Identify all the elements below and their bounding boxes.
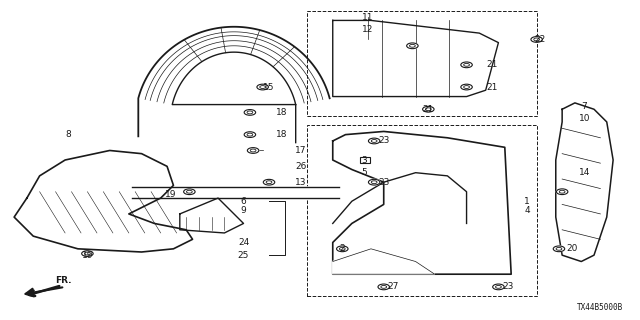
- Text: 10: 10: [579, 114, 590, 123]
- Circle shape: [493, 284, 504, 290]
- Text: 7: 7: [582, 101, 588, 111]
- Circle shape: [422, 106, 434, 112]
- Bar: [360, 157, 370, 163]
- Circle shape: [244, 132, 255, 138]
- Text: 15: 15: [263, 83, 275, 92]
- Text: 1: 1: [524, 197, 530, 206]
- Circle shape: [369, 138, 380, 144]
- Text: 3: 3: [362, 156, 367, 164]
- Circle shape: [461, 62, 472, 68]
- Text: 24: 24: [238, 238, 249, 247]
- Circle shape: [461, 84, 472, 90]
- Polygon shape: [132, 187, 339, 198]
- Circle shape: [247, 148, 259, 153]
- Text: 25: 25: [238, 251, 249, 260]
- Polygon shape: [333, 20, 499, 97]
- Text: 14: 14: [579, 168, 590, 177]
- Polygon shape: [333, 132, 511, 274]
- Text: 23: 23: [378, 178, 389, 187]
- Polygon shape: [14, 150, 193, 252]
- Circle shape: [378, 284, 390, 290]
- Bar: [360, 157, 370, 163]
- Circle shape: [184, 189, 195, 195]
- Text: 17: 17: [295, 146, 307, 155]
- Circle shape: [531, 36, 542, 42]
- Text: 23: 23: [502, 282, 514, 292]
- Text: 6: 6: [241, 197, 246, 206]
- Polygon shape: [132, 27, 330, 143]
- Text: 4: 4: [524, 206, 530, 215]
- Text: 22: 22: [534, 35, 545, 44]
- Text: 8: 8: [65, 130, 71, 139]
- Polygon shape: [180, 198, 244, 233]
- Circle shape: [337, 246, 348, 252]
- Circle shape: [257, 84, 268, 90]
- Text: 26: 26: [295, 162, 307, 171]
- Text: 27: 27: [388, 282, 399, 292]
- Circle shape: [406, 43, 418, 49]
- Text: 18: 18: [276, 108, 287, 117]
- Polygon shape: [333, 249, 435, 274]
- Circle shape: [553, 246, 564, 252]
- Text: 11: 11: [362, 13, 374, 22]
- Circle shape: [556, 189, 568, 195]
- Polygon shape: [556, 103, 613, 261]
- Text: TX44B5000B: TX44B5000B: [577, 303, 623, 312]
- Text: 13: 13: [295, 178, 307, 187]
- Text: 21: 21: [422, 105, 434, 114]
- Text: 19: 19: [82, 251, 93, 260]
- Text: 21: 21: [486, 83, 498, 92]
- Circle shape: [244, 109, 255, 115]
- Circle shape: [82, 251, 93, 256]
- Text: 18: 18: [276, 130, 287, 139]
- Text: 2: 2: [339, 244, 345, 253]
- Text: FR.: FR.: [56, 276, 72, 285]
- Circle shape: [263, 179, 275, 185]
- Text: 5: 5: [362, 168, 367, 177]
- Circle shape: [369, 179, 380, 185]
- Text: 19: 19: [164, 190, 176, 199]
- Text: 9: 9: [241, 206, 246, 215]
- Text: 12: 12: [362, 25, 374, 35]
- Text: 20: 20: [566, 244, 577, 253]
- Text: 21: 21: [486, 60, 498, 69]
- Text: 23: 23: [378, 136, 389, 146]
